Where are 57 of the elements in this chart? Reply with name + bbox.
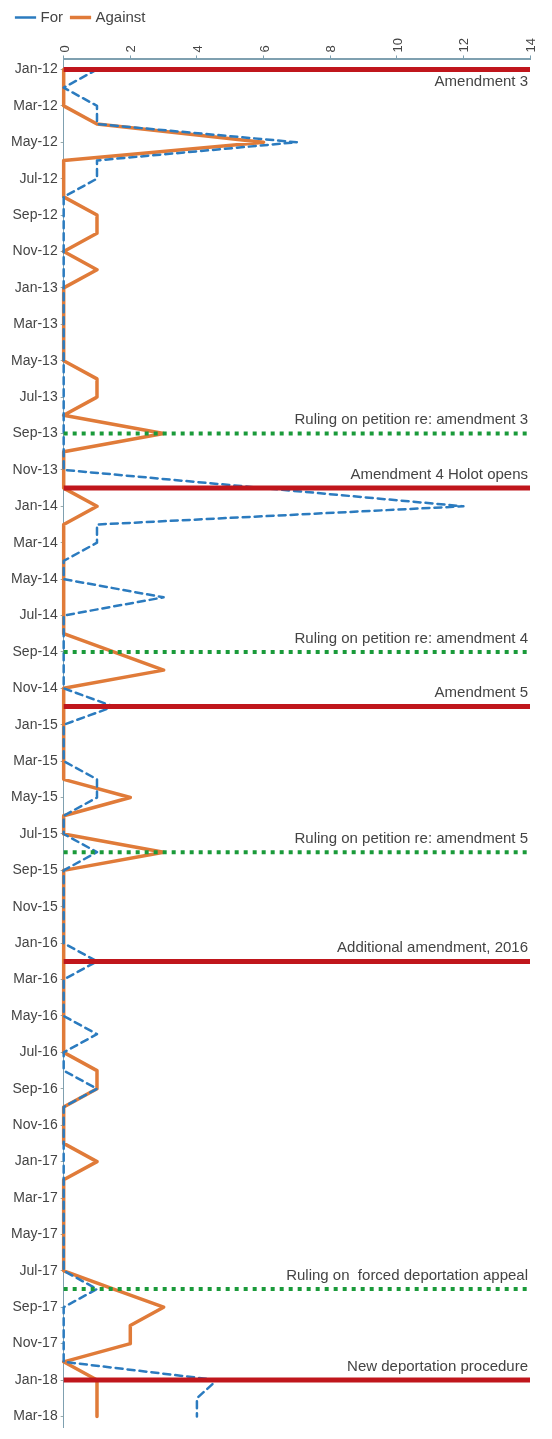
y-tick-label: Mar-15 <box>13 752 58 768</box>
y-tick-label: Sep-15 <box>12 861 58 878</box>
y-tick-label: Sep-16 <box>12 1079 58 1096</box>
x-tick-label: 8 <box>323 45 339 53</box>
x-tick-label: 14 <box>522 37 538 53</box>
y-tick-label: Sep-12 <box>12 205 58 222</box>
x-tick-label: 6 <box>256 45 272 53</box>
y-tick-label: Mar-14 <box>13 533 58 550</box>
y-tick-label: Jan-15 <box>14 715 58 732</box>
x-tick-label: 2 <box>123 45 139 53</box>
legend-label: For <box>40 7 63 25</box>
ref-line-label: Ruling on forced deportation appeal <box>286 1265 528 1283</box>
y-tick-label: Jul-16 <box>19 1043 58 1060</box>
ref-line-label: Ruling on petition re: amendment 3 <box>294 410 528 428</box>
y-tick-label: Jul-12 <box>19 169 58 186</box>
y-tick-label: May-13 <box>11 351 58 368</box>
y-tick-label: Nov-16 <box>12 1116 58 1133</box>
y-tick-label: Jan-18 <box>14 1370 58 1387</box>
y-tick-label: Mar-17 <box>13 1188 58 1205</box>
y-tick-label: Mar-12 <box>13 96 58 113</box>
y-tick-label: Sep-17 <box>12 1298 58 1315</box>
ref-line-label: Amendment 5 <box>434 683 528 701</box>
legend-label: Against <box>95 7 147 25</box>
y-tick-label: Mar-16 <box>13 970 58 987</box>
y-tick-label: Jul-14 <box>19 606 58 623</box>
y-tick-label: Mar-13 <box>13 315 58 332</box>
ref-line-label: Ruling on petition re: amendment 5 <box>294 828 528 846</box>
y-tick-label: Jul-15 <box>19 824 58 841</box>
y-tick-label: May-12 <box>11 133 58 150</box>
y-tick-label: Sep-14 <box>12 642 58 659</box>
y-tick-label: Nov-17 <box>12 1334 58 1351</box>
y-tick-label: Jan-17 <box>14 1152 58 1169</box>
ref-line-label: Ruling on petition re: amendment 4 <box>294 628 528 646</box>
y-tick-label: May-17 <box>11 1225 58 1242</box>
y-tick-label: Jan-12 <box>14 60 58 77</box>
y-tick-label: May-14 <box>11 569 58 586</box>
y-tick-label: May-16 <box>11 1006 58 1023</box>
y-tick-label: Jul-17 <box>19 1261 58 1278</box>
x-tick-label: 4 <box>189 45 205 53</box>
y-tick-label: Nov-13 <box>12 460 58 477</box>
y-tick-label: Jan-13 <box>14 278 58 295</box>
ref-line-label: Amendment 4 Holot opens <box>350 464 528 482</box>
y-tick-label: Sep-13 <box>12 424 58 441</box>
x-tick-label: 10 <box>389 37 405 53</box>
x-tick-label: 12 <box>456 37 472 53</box>
ref-line-label: Amendment 3 <box>434 72 528 90</box>
x-tick-label: 0 <box>56 45 72 53</box>
y-tick-label: Jul-13 <box>19 387 58 404</box>
y-tick-label: Jan-14 <box>14 497 58 514</box>
ref-line-label: New deportation procedure <box>347 1356 528 1374</box>
ref-line-label: Additional amendment, 2016 <box>337 938 528 956</box>
y-tick-label: Nov-12 <box>12 242 58 259</box>
y-tick-label: Mar-18 <box>13 1407 58 1424</box>
y-tick-label: Nov-15 <box>12 897 58 914</box>
y-tick-label: Jan-16 <box>14 934 58 951</box>
y-tick-label: Nov-14 <box>12 679 58 696</box>
y-tick-label: May-15 <box>11 788 58 805</box>
